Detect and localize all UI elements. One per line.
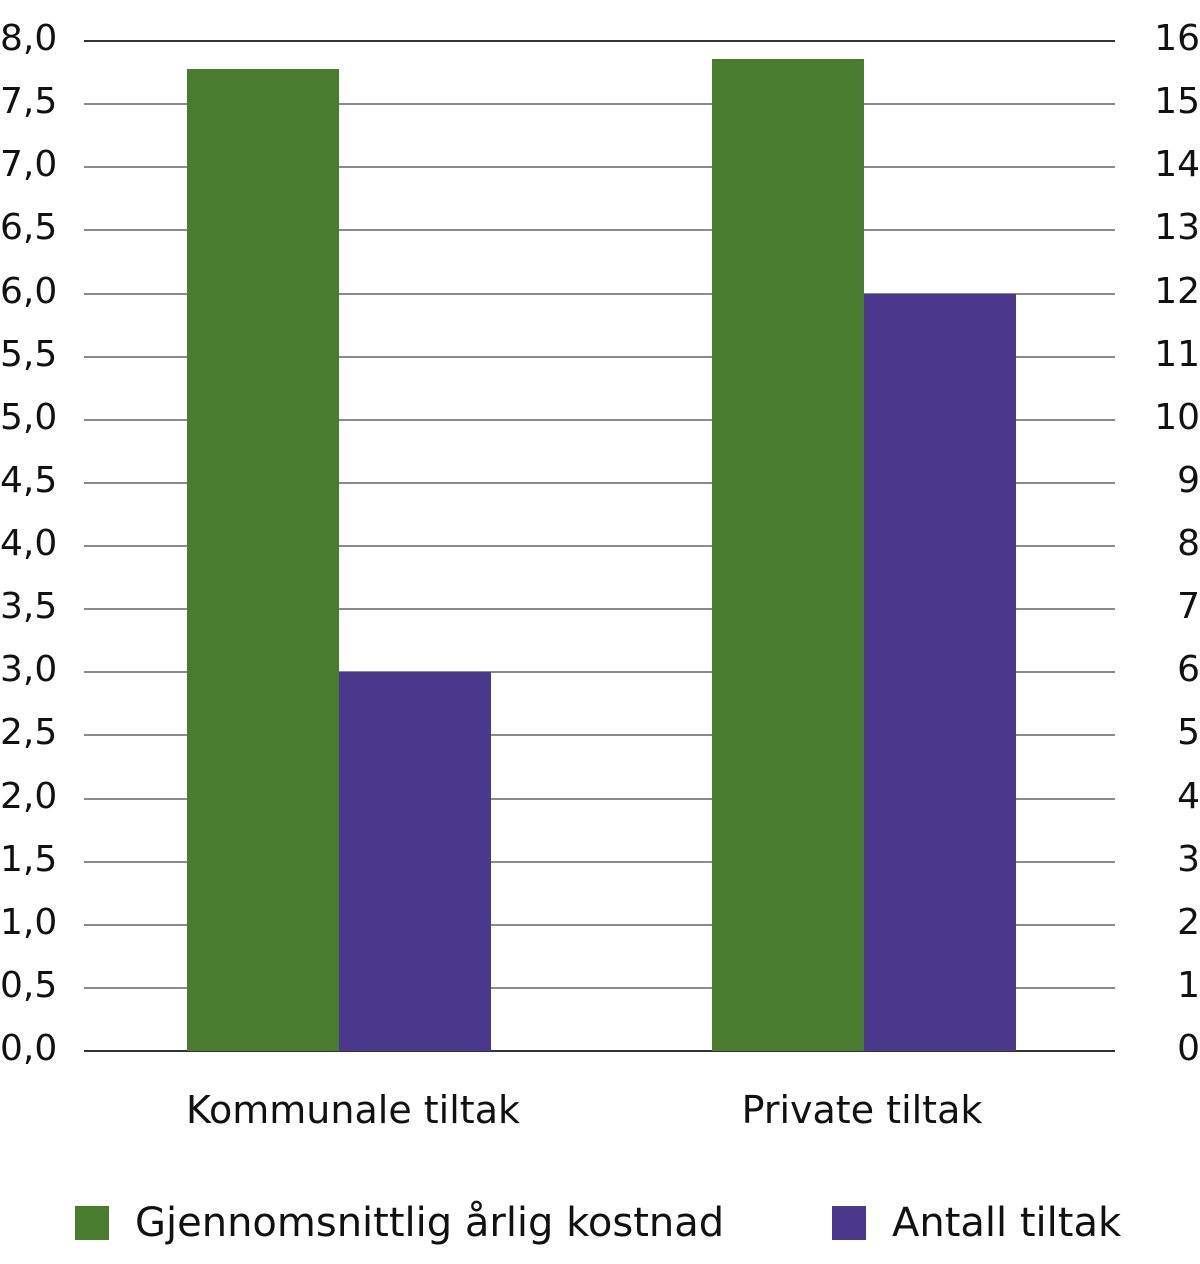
gridline — [84, 355, 1115, 358]
bar-cost-0 — [187, 68, 339, 1051]
left-tick-label: 1,5 — [0, 838, 58, 880]
right-tick-label: 3 — [1177, 838, 1200, 880]
left-tick-label: 4,0 — [0, 523, 58, 564]
category-label-kommunale: Kommunale tiltak — [186, 1088, 520, 1132]
right-tick-label: 13 — [1154, 207, 1200, 249]
left-tick-label: 2,0 — [0, 775, 58, 817]
gridline — [84, 797, 1115, 800]
left-tick-label: 1,0 — [0, 901, 58, 943]
right-tick-label: 10 — [1154, 396, 1200, 438]
gridline — [84, 481, 1115, 484]
right-tick-label: 15 — [1154, 81, 1200, 123]
left-tick-label: 6,0 — [0, 270, 58, 312]
right-tick-label: 6 — [1177, 649, 1200, 691]
legend-swatch-green — [75, 1206, 109, 1240]
gridline — [84, 734, 1115, 737]
legend-label-count: Antall tiltak — [892, 1200, 1122, 1246]
bar-count-0 — [339, 672, 491, 1051]
right-tick-label: 7 — [1177, 586, 1200, 628]
legend-item-cost: Gjennomsnittlig årlig kostnad — [75, 1200, 724, 1246]
gridline — [84, 418, 1115, 421]
gridline — [84, 608, 1115, 611]
left-tick-label: 3,0 — [0, 649, 58, 691]
gridline — [84, 229, 1115, 232]
gridline — [84, 923, 1115, 926]
right-tick-label: 5 — [1177, 712, 1200, 754]
left-tick-label: 5,5 — [0, 333, 58, 375]
left-tick-label: 4,5 — [0, 459, 58, 501]
right-tick-label: 16 — [1154, 18, 1200, 59]
gridline — [84, 545, 1115, 547]
legend-item-count: Antall tiltak — [832, 1200, 1121, 1246]
bar-cost-1 — [712, 58, 864, 1051]
right-tick-label: 1 — [1177, 964, 1200, 1006]
left-tick-label: 0,0 — [0, 1028, 58, 1069]
left-tick-label: 0,5 — [0, 964, 58, 1006]
legend-swatch-purple — [832, 1206, 866, 1240]
left-tick-label: 2,5 — [0, 712, 58, 754]
right-tick-label: 2 — [1177, 901, 1200, 943]
left-tick-label: 7,0 — [0, 144, 58, 186]
left-tick-label: 6,5 — [0, 207, 58, 249]
gridline — [84, 292, 1115, 295]
right-tick-label: 14 — [1154, 144, 1200, 186]
left-tick-label: 3,5 — [0, 586, 58, 628]
left-tick-label: 5,0 — [0, 396, 58, 438]
category-label-private: Private tiltak — [741, 1088, 983, 1132]
right-tick-label: 8 — [1177, 523, 1200, 564]
left-tick-label: 7,5 — [0, 81, 58, 123]
right-tick-label: 4 — [1177, 775, 1200, 817]
right-tick-label: 11 — [1154, 333, 1200, 375]
right-tick-label: 9 — [1177, 459, 1200, 501]
gridline — [84, 986, 1115, 989]
gridline — [84, 1050, 1115, 1052]
gridline — [84, 860, 1115, 863]
bar-count-1 — [864, 293, 1016, 1051]
right-tick-label: 0 — [1177, 1028, 1200, 1069]
gridline — [84, 671, 1115, 674]
legend-label-cost: Gjennomsnittlig årlig kostnad — [135, 1200, 725, 1246]
gridline — [84, 166, 1115, 169]
left-tick-label: 8,0 — [0, 18, 58, 59]
gridline — [84, 103, 1115, 106]
gridline — [84, 40, 1115, 42]
right-tick-label: 12 — [1154, 270, 1200, 312]
